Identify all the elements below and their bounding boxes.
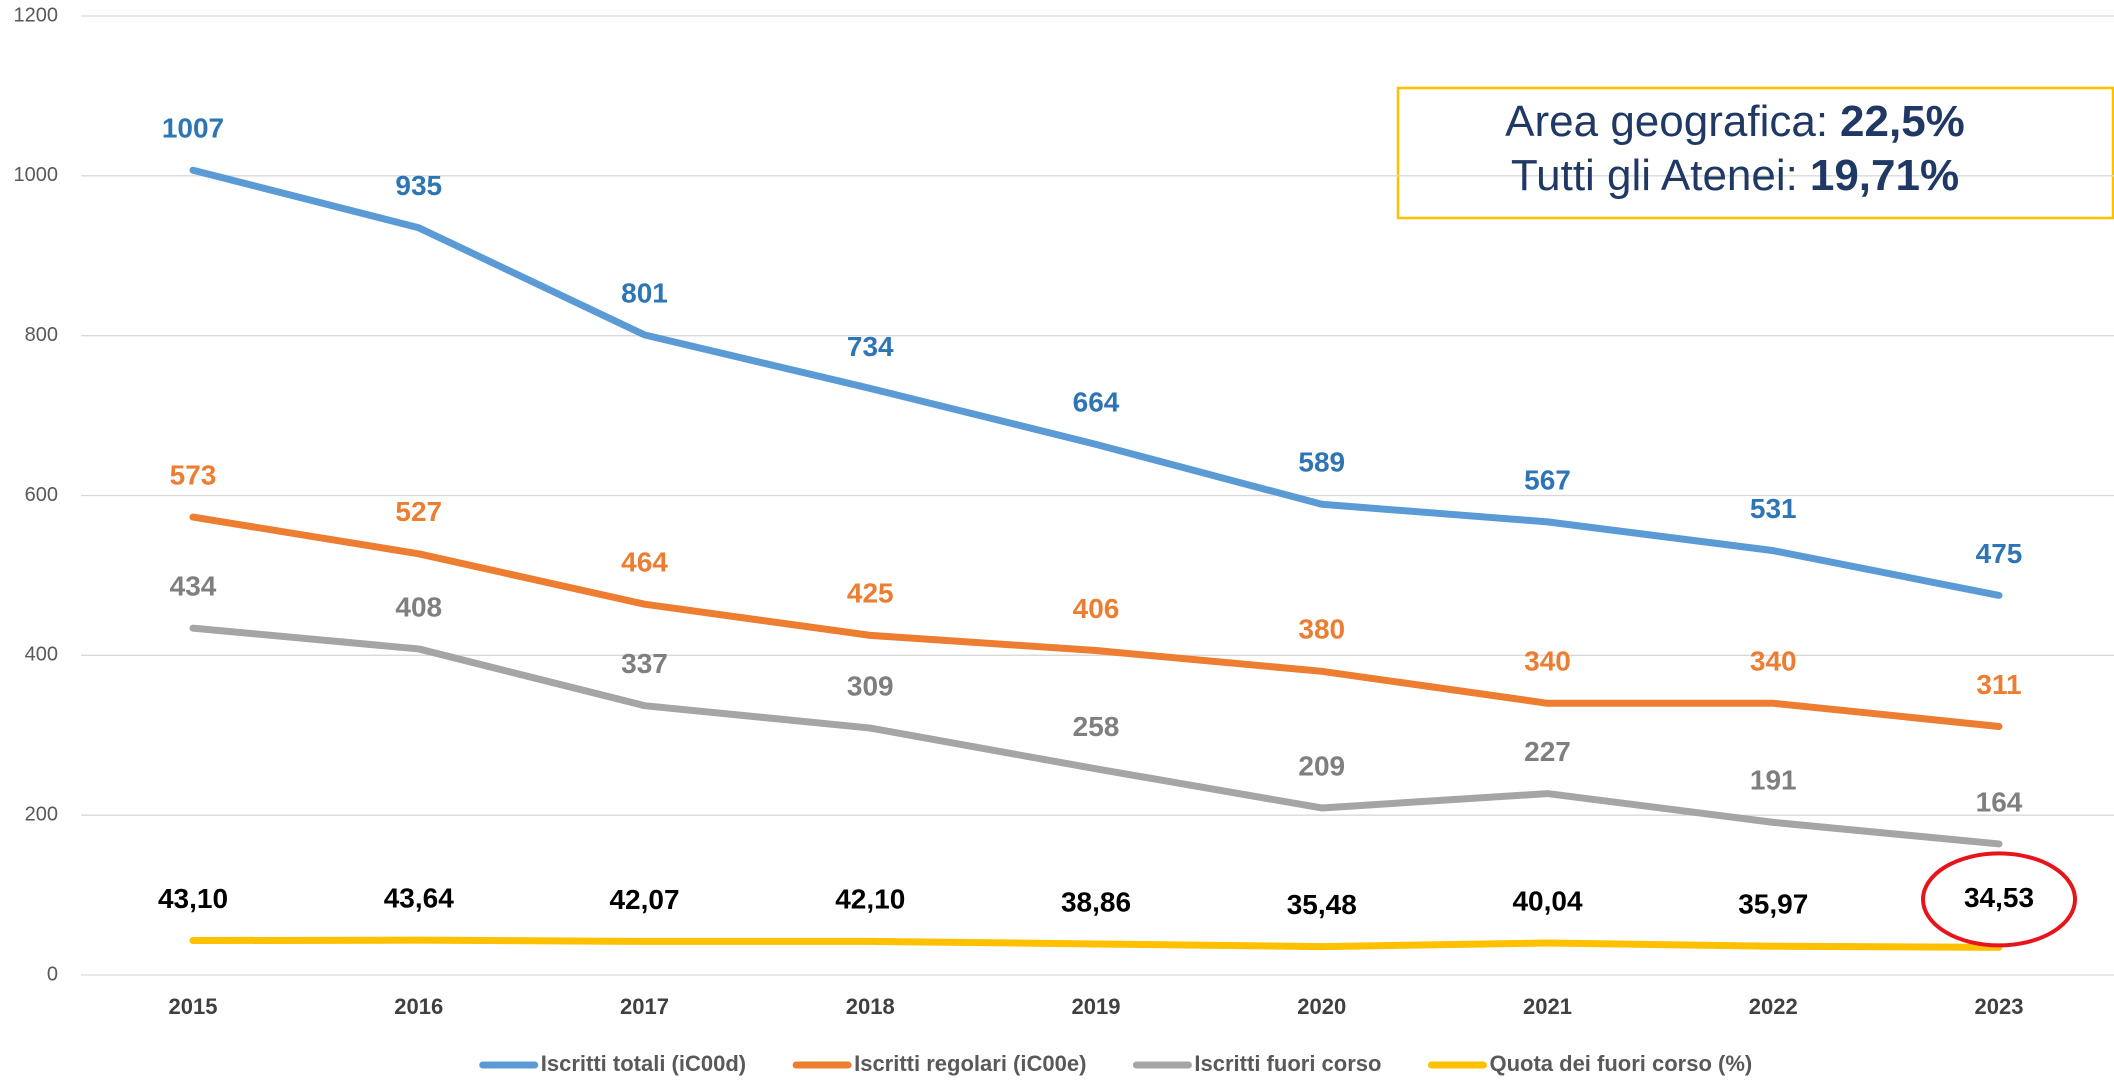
series-line bbox=[189, 936, 2003, 951]
data-label: 227 bbox=[1524, 736, 1571, 767]
y-tick-label: 1000 bbox=[14, 164, 59, 186]
data-label: 664 bbox=[1073, 387, 1120, 418]
data-label: 527 bbox=[395, 496, 442, 527]
data-label: 43,64 bbox=[384, 883, 454, 914]
x-tick-label: 2018 bbox=[846, 994, 895, 1019]
series-line bbox=[189, 624, 2003, 848]
y-tick-label: 400 bbox=[25, 644, 58, 666]
data-label: 43,10 bbox=[158, 883, 228, 914]
y-tick-label: 1200 bbox=[14, 4, 59, 26]
x-tick-label: 2016 bbox=[394, 994, 443, 1019]
data-label: 434 bbox=[170, 571, 217, 602]
data-label: 35,97 bbox=[1738, 889, 1808, 920]
data-label: 164 bbox=[1976, 786, 2023, 817]
data-label: 734 bbox=[847, 331, 894, 362]
data-label: 191 bbox=[1750, 765, 1797, 796]
data-label: 309 bbox=[847, 670, 894, 701]
y-tick-label: 0 bbox=[47, 963, 58, 985]
legend-item: Iscritti totali (iC00d) bbox=[479, 1051, 746, 1076]
legend-item: Quota dei fuori corso (%) bbox=[1427, 1051, 1752, 1076]
series-line bbox=[189, 513, 2003, 730]
x-tick-label: 2017 bbox=[620, 994, 669, 1019]
data-label: 1007 bbox=[162, 113, 224, 144]
annotation-text: Area geografica: 22,5% bbox=[1505, 97, 1965, 146]
x-tick-label: 2021 bbox=[1523, 994, 1572, 1019]
data-label: 40,04 bbox=[1512, 885, 1582, 916]
y-tick-label: 200 bbox=[25, 803, 58, 825]
data-label: 258 bbox=[1073, 711, 1120, 742]
data-label: 589 bbox=[1298, 447, 1345, 478]
series-line bbox=[189, 166, 2003, 599]
data-label: 311 bbox=[1976, 669, 2021, 700]
data-label: 337 bbox=[621, 648, 668, 679]
annotation-label: Area geografica: bbox=[1505, 97, 1828, 146]
x-tick-label: 2023 bbox=[1975, 994, 2024, 1019]
annotation-box bbox=[1396, 86, 2114, 220]
data-label: 406 bbox=[1073, 593, 1120, 624]
data-label: 38,86 bbox=[1061, 886, 1131, 917]
data-label: 340 bbox=[1524, 646, 1571, 677]
y-tick-label: 800 bbox=[25, 324, 58, 346]
data-label: 475 bbox=[1976, 538, 2023, 569]
x-tick-label: 2015 bbox=[169, 994, 218, 1019]
data-label: 573 bbox=[170, 459, 217, 490]
annotation-value: 22,5% bbox=[1840, 97, 1965, 146]
annotation-text: Tutti gli Atenei: 19,71% bbox=[1511, 151, 1959, 200]
annotation-label: Tutti gli Atenei: bbox=[1511, 151, 1798, 200]
data-label: 340 bbox=[1750, 646, 1797, 677]
y-tick-label: 600 bbox=[25, 484, 58, 506]
legend-label: Quota dei fuori corso (%) bbox=[1489, 1051, 1752, 1076]
legend-item: Iscritti fuori corso bbox=[1132, 1051, 1381, 1076]
x-tick-label: 2022 bbox=[1749, 994, 1798, 1019]
data-label: 531 bbox=[1750, 493, 1797, 524]
data-label: 42,10 bbox=[835, 884, 905, 915]
legend-item: Iscritti regolari (iC00e) bbox=[792, 1051, 1086, 1076]
data-label: 34,53 bbox=[1964, 882, 2034, 913]
legend-label: Iscritti totali (iC00d) bbox=[541, 1051, 746, 1076]
data-label: 567 bbox=[1524, 464, 1571, 495]
x-tick-label: 2020 bbox=[1297, 994, 1346, 1019]
data-label: 935 bbox=[395, 170, 442, 201]
highlight-circle bbox=[1921, 851, 2077, 948]
data-label: 425 bbox=[847, 578, 894, 609]
legend-label: Iscritti regolari (iC00e) bbox=[854, 1051, 1086, 1076]
data-label: 209 bbox=[1298, 750, 1345, 781]
data-label: 42,07 bbox=[609, 884, 679, 915]
data-label: 408 bbox=[395, 591, 442, 622]
legend-label: Iscritti fuori corso bbox=[1194, 1051, 1381, 1076]
x-tick-label: 2019 bbox=[1072, 994, 1121, 1019]
data-label: 380 bbox=[1298, 614, 1345, 645]
annotation-value: 19,71% bbox=[1810, 151, 1959, 200]
data-label: 801 bbox=[621, 277, 668, 308]
data-label: 464 bbox=[621, 547, 668, 578]
data-label: 35,48 bbox=[1287, 889, 1357, 920]
